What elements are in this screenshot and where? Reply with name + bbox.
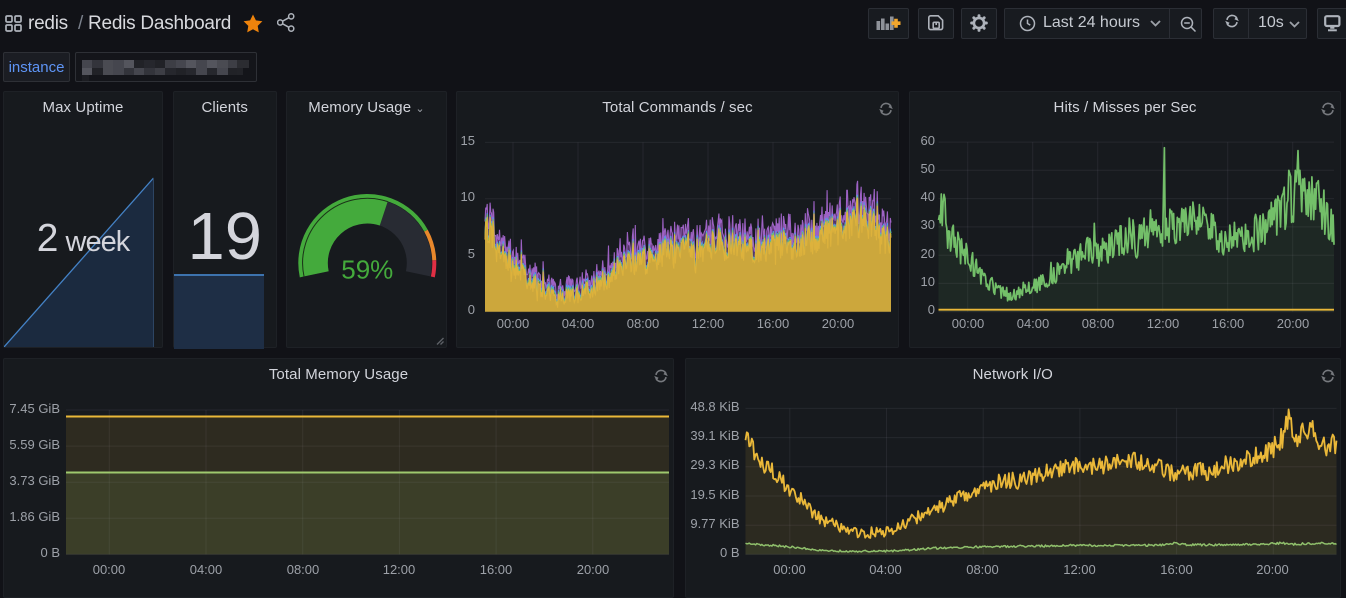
svg-text:59%: 59% bbox=[341, 254, 393, 284]
